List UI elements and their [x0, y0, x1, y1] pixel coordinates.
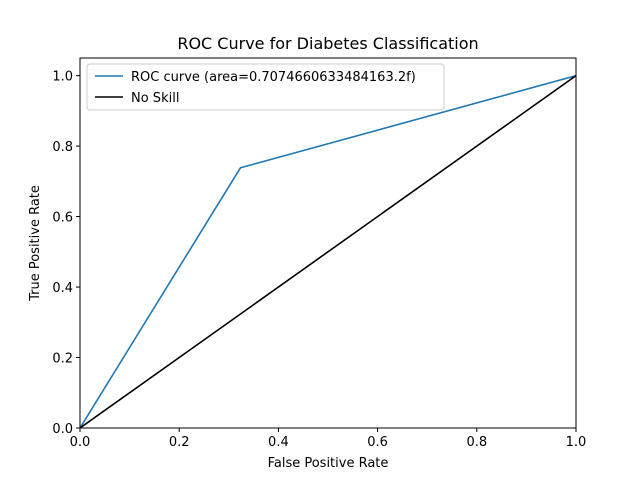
chart-title: ROC Curve for Diabetes Classification	[177, 34, 478, 53]
y-axis: 0.0 0.2 0.4 0.6 0.8 1.0	[52, 70, 80, 437]
legend-label-1: No Skill	[131, 91, 179, 106]
y-tick-label: 0.6	[52, 211, 73, 226]
legend-box	[86, 63, 445, 111]
plot-frame	[79, 57, 577, 429]
y-tick-label: 1.0	[52, 70, 73, 85]
y-axis-label: True Positive Rate	[28, 185, 43, 302]
y-tick-label: 0.2	[52, 352, 73, 367]
series-line-0	[80, 74, 576, 428]
x-tick-label: 1.0	[566, 435, 587, 450]
y-tick-label: 0.8	[52, 140, 73, 155]
x-tick-label: 0.6	[367, 435, 388, 450]
legend-label-0: ROC curve (area=0.7074660633484163.2f)	[131, 70, 416, 85]
x-tick-label: 0.0	[70, 435, 91, 450]
x-axis: 0.0 0.2 0.4 0.6 0.8 1.0	[70, 428, 587, 450]
y-tick-label: 0.4	[52, 281, 73, 296]
series-layer	[80, 74, 576, 428]
x-tick-label: 0.2	[169, 435, 190, 450]
x-axis-label: False Positive Rate	[268, 456, 389, 471]
x-tick-label: 0.8	[466, 435, 487, 450]
x-tick-label: 0.4	[268, 435, 289, 450]
legend: ROC curve (area=0.7074660633484163.2f) No…	[86, 63, 445, 111]
series-line-1	[80, 74, 576, 428]
y-tick-label: 0.0	[52, 422, 73, 437]
